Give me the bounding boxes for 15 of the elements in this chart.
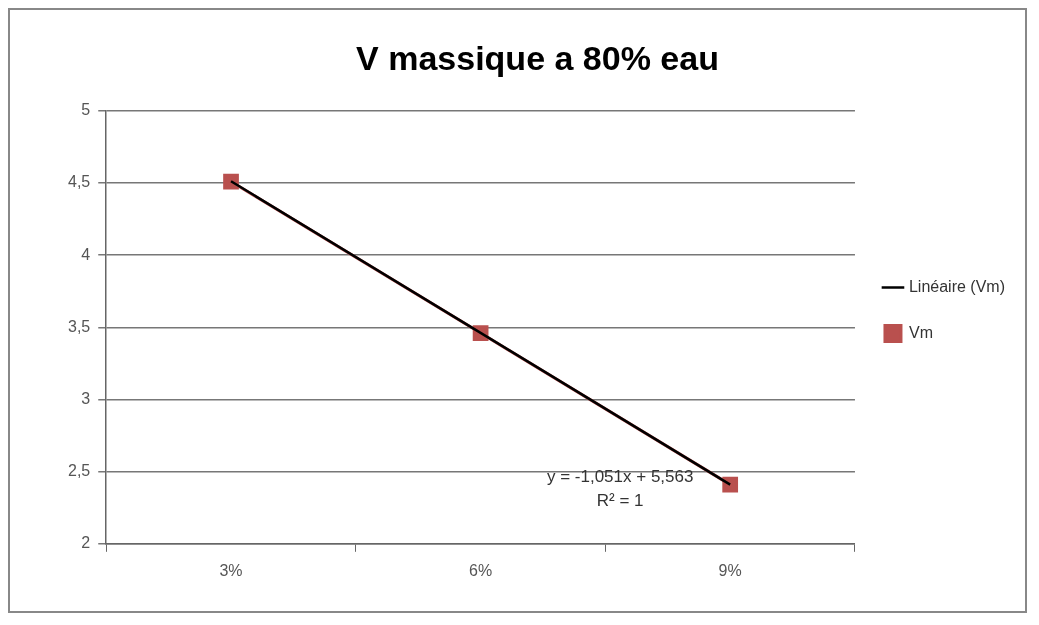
chart-title: V massique a 80% eau <box>356 38 719 77</box>
x-tick-label: 6% <box>469 561 493 579</box>
y-tick-label: 2,5 <box>67 462 91 480</box>
y-tick-label: 3 <box>81 389 91 407</box>
y-tick-label: 4,5 <box>67 173 91 191</box>
annotation: y = -1,051x + 5,563 <box>546 466 694 486</box>
legend-label: Linéaire (Vm) <box>908 277 1005 295</box>
x-tick-label: 9% <box>718 561 742 579</box>
y-tick-label: 3,5 <box>67 317 91 335</box>
legend-label: Vm <box>908 323 933 341</box>
x-tick-label: 3% <box>219 561 243 579</box>
y-tick-label: 4 <box>81 245 91 263</box>
y-tick-label: 2 <box>81 534 91 552</box>
annotation: R² = 1 <box>596 490 644 510</box>
y-tick-label: 5 <box>81 101 91 119</box>
